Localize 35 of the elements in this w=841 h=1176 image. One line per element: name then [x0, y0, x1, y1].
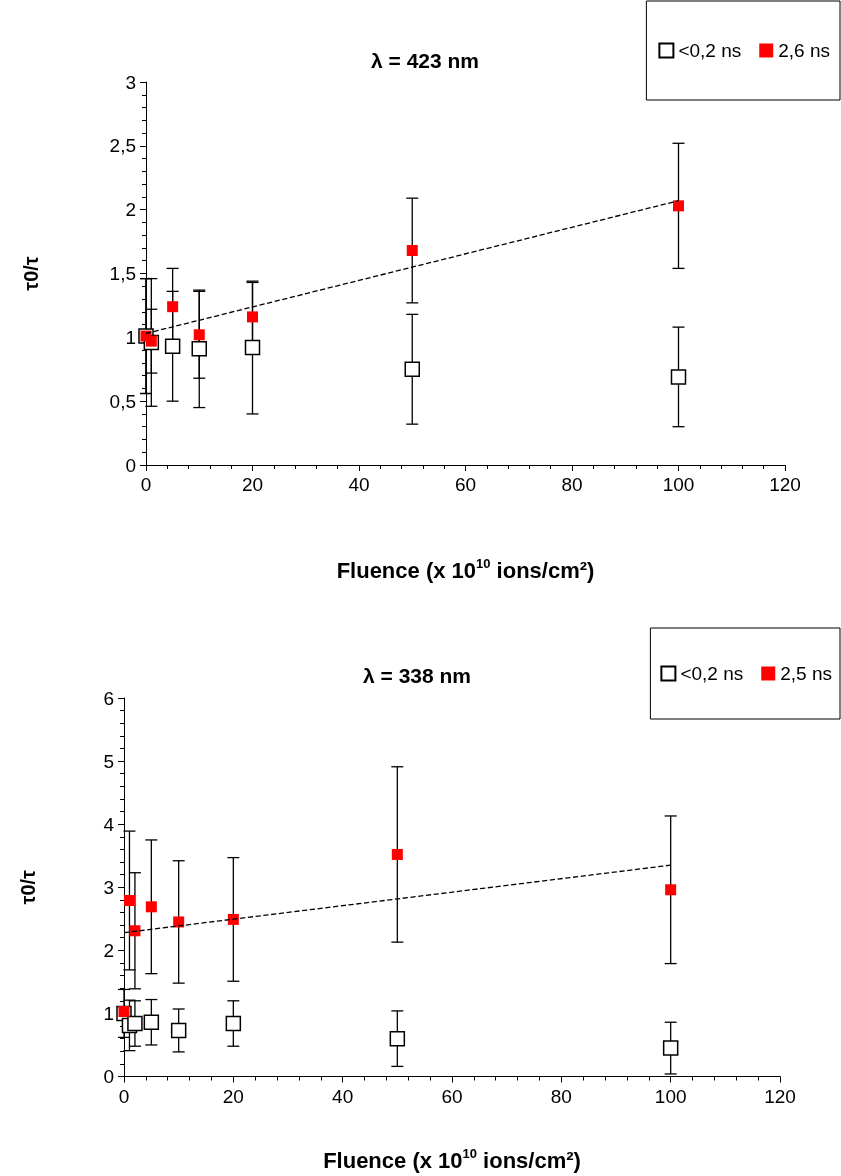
x-tick-label: 60	[441, 1085, 463, 1107]
y-tick-label: 0,5	[109, 390, 136, 412]
y-axis-title: τ0/τ	[20, 256, 42, 291]
x-tick-label: 80	[561, 474, 583, 495]
y-tick-label: 1	[125, 326, 136, 348]
legend-label: 2,5 ns	[780, 663, 833, 684]
y-tick-label: 6	[103, 687, 114, 709]
x-tick-label: 120	[769, 474, 801, 495]
x-tick-label: 0	[140, 474, 152, 495]
y-tick-label: 1	[103, 1002, 114, 1024]
y-tick-label: 0	[103, 1066, 114, 1087]
y-tick-label: 1,5	[109, 263, 136, 284]
x-tick-label: 100	[662, 474, 695, 495]
y-tick-label: 2	[103, 939, 114, 961]
x-tick-label: 40	[332, 1085, 354, 1107]
x-tick-label: 40	[348, 474, 370, 495]
legend-label: <0,2 ns	[680, 663, 744, 684]
x-tick-label: 80	[550, 1085, 572, 1107]
legend-label: <0,2 ns	[678, 40, 742, 61]
y-tick-label: 2	[125, 199, 136, 221]
chart-title: λ = 423 nm	[371, 49, 479, 72]
x-tick-label: 20	[222, 1085, 244, 1107]
y-tick-label: 3	[125, 71, 136, 93]
x-tick-label: 60	[454, 474, 477, 495]
chart-title: λ = 338 nm	[363, 664, 471, 687]
y-tick-label: 5	[103, 750, 114, 772]
x-tick-label: 120	[764, 1085, 796, 1107]
y-tick-label: 0	[125, 454, 136, 476]
y-tick-label: 4	[103, 813, 115, 835]
x-tick-label: 20	[241, 474, 264, 495]
y-tick-label: 3	[103, 876, 114, 898]
x-tick-label: 100	[654, 1085, 687, 1107]
y-tick-label: 2,5	[109, 135, 136, 157]
legend-label: 2,6 ns	[778, 40, 831, 61]
y-axis-title: τ0/τ	[17, 869, 39, 905]
